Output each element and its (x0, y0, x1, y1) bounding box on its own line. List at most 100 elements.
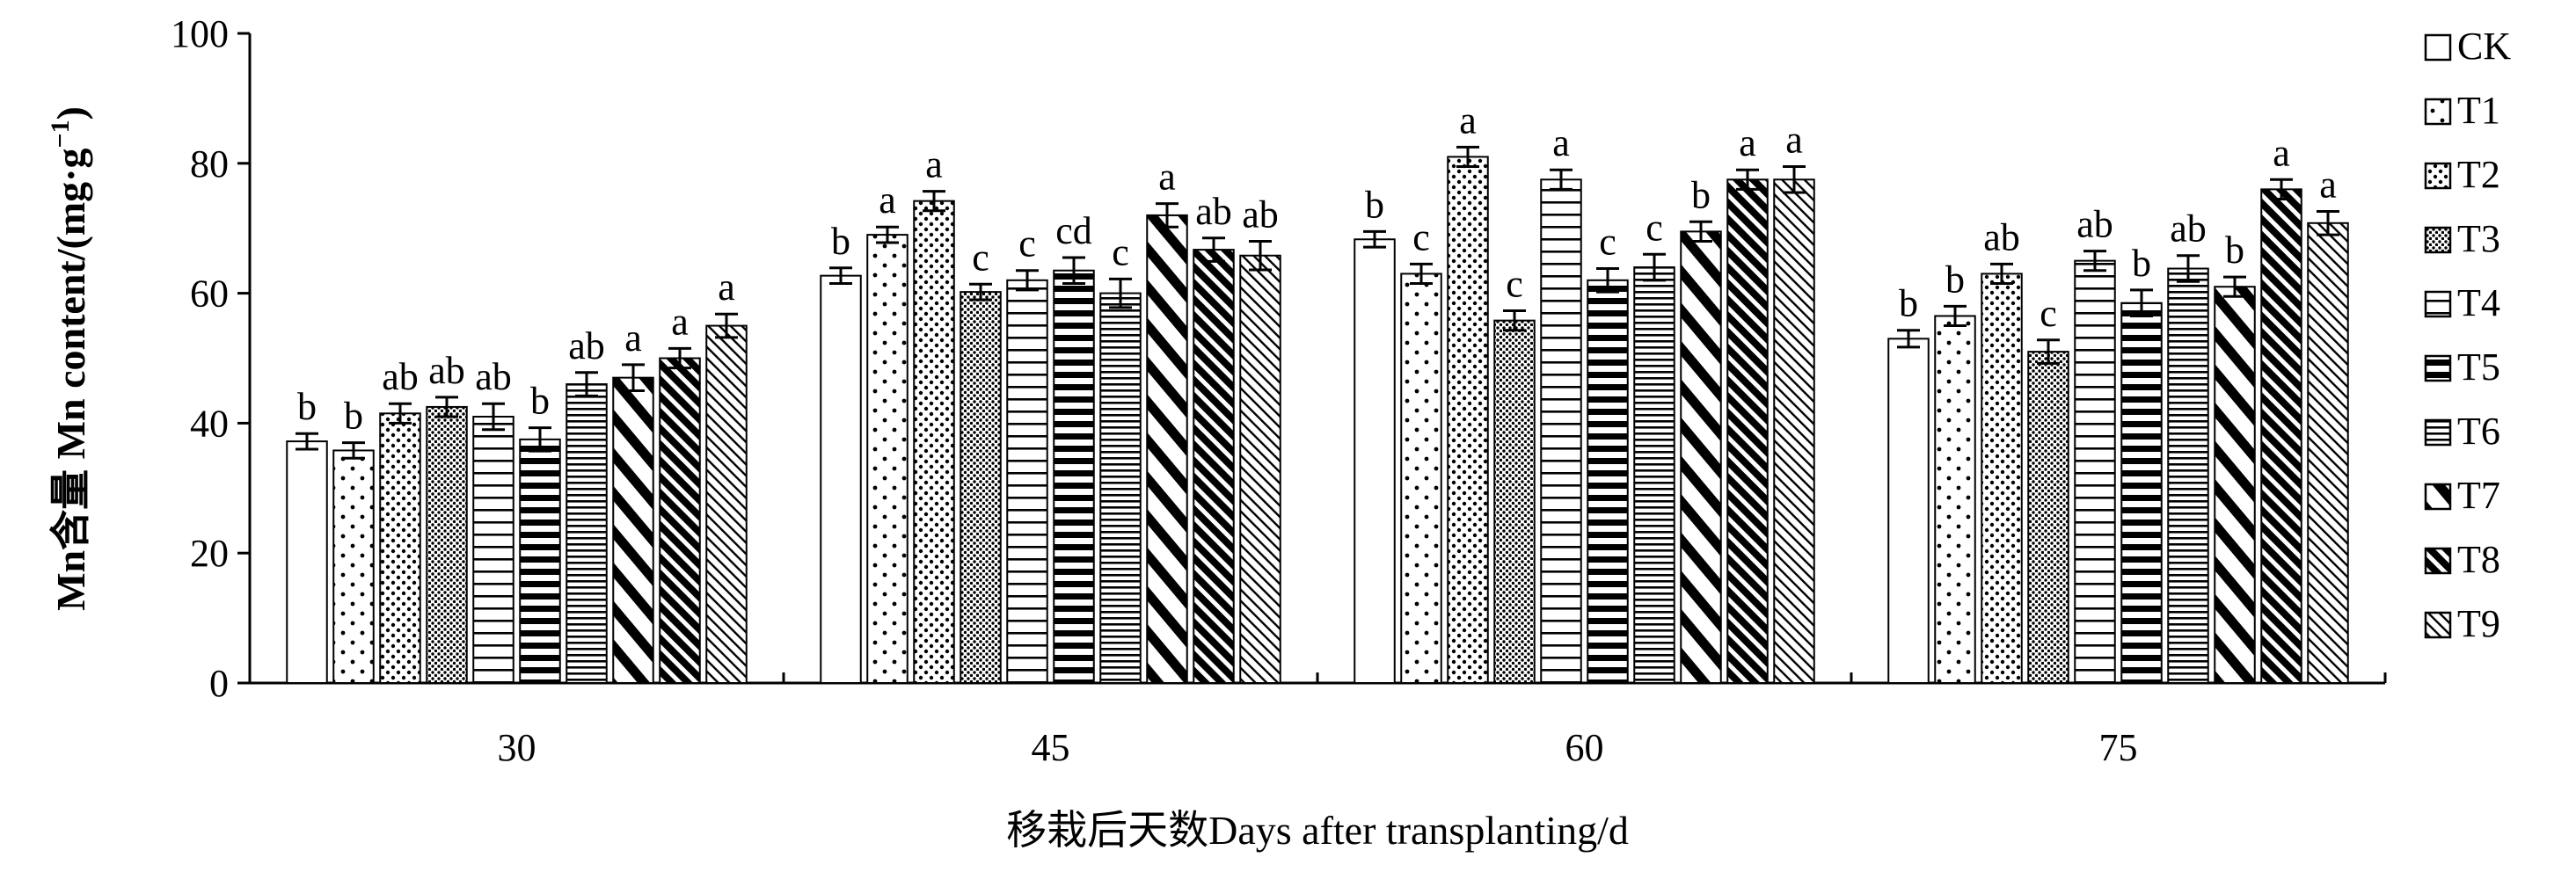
legend-swatch (2424, 547, 2452, 575)
bar (1773, 178, 1815, 684)
y-axis-label-suffix: ) (48, 106, 93, 120)
significance-label: c (972, 236, 989, 279)
legend-label: T1 (2457, 89, 2500, 132)
y-tick-label: 20 (190, 532, 229, 575)
bar (1633, 266, 1675, 684)
y-axis-label: Mn含量 Mn content/(mg·g−1) (46, 106, 93, 611)
y-tick-label: 40 (190, 402, 229, 445)
bar (1099, 292, 1142, 684)
significance-label: a (1739, 121, 1756, 164)
bar (913, 200, 955, 685)
bar (866, 234, 909, 684)
significance-label: c (1412, 215, 1430, 258)
bar (1239, 254, 1281, 684)
bar (2120, 302, 2163, 684)
bar (1354, 238, 1396, 684)
legend-swatch (2424, 98, 2452, 126)
bar (1981, 272, 2023, 684)
x-tick-label: 60 (1565, 726, 1604, 769)
bar (1053, 269, 1095, 684)
legend-label: T4 (2457, 281, 2500, 324)
legend-label: T5 (2457, 345, 2500, 389)
legend-label: T9 (2457, 602, 2500, 645)
bar (1400, 272, 1442, 684)
bar (1680, 230, 1722, 684)
bar (1726, 178, 1769, 684)
y-axis-label-exponent: −1 (46, 120, 75, 148)
significance-label: b (1365, 183, 1384, 226)
bar (2214, 286, 2256, 684)
x-tick-label: 45 (1032, 726, 1070, 769)
significance-label: b (344, 395, 363, 438)
bar (286, 440, 328, 684)
legend-swatch (2424, 483, 2452, 511)
significance-label: a (2319, 163, 2337, 206)
bar (2260, 188, 2302, 685)
y-tick-label: 0 (209, 662, 229, 705)
significance-label: a (624, 316, 642, 360)
significance-label: b (1899, 282, 1918, 325)
y-tick-label: 60 (190, 272, 229, 316)
significance-label: b (2225, 229, 2244, 272)
bar (659, 357, 701, 684)
legend-swatch (2424, 162, 2452, 190)
bar (1006, 279, 1048, 684)
significance-label: cd (1055, 209, 1092, 252)
legend-label: T3 (2457, 217, 2500, 260)
significance-label: a (925, 143, 943, 186)
legend-swatch (2424, 418, 2452, 447)
legend-swatch (2424, 290, 2452, 318)
bar (1934, 315, 1976, 684)
significance-label: a (1552, 121, 1570, 164)
legend-label: T2 (2457, 153, 2500, 196)
significance-label: b (831, 220, 850, 263)
bar (1887, 338, 1930, 684)
bar (612, 376, 654, 684)
significance-label: ab (428, 349, 465, 392)
y-tick-label: 80 (190, 142, 229, 185)
legend-label: T7 (2457, 474, 2500, 517)
bar (1540, 178, 1582, 684)
significance-label: ab (382, 355, 419, 398)
significance-label: a (671, 300, 689, 343)
bar (379, 412, 421, 684)
x-tick-label: 30 (498, 726, 536, 769)
significance-label: c (1112, 230, 1129, 273)
bar (332, 449, 375, 684)
significance-label: ab (2076, 203, 2113, 246)
bar (960, 291, 1002, 684)
significance-label: b (1691, 173, 1711, 216)
significance-label: a (1785, 118, 1803, 161)
y-tick-label: 100 (171, 12, 229, 55)
bar (472, 416, 514, 684)
significance-label: ab (1242, 193, 1279, 236)
significance-label: a (1158, 156, 1176, 199)
bar (2074, 259, 2116, 684)
legend-label: T8 (2457, 538, 2500, 581)
significance-label: ab (568, 324, 605, 367)
significance-label: c (1018, 222, 1036, 265)
bar (1447, 156, 1489, 685)
significance-label: a (2273, 131, 2290, 174)
y-axis-label-main: Mn含量 Mn content/(mg·g (48, 149, 93, 611)
legend-swatch (2424, 33, 2452, 62)
significance-label: a (1459, 98, 1477, 142)
significance-label: ab (475, 355, 512, 398)
bar (1146, 214, 1188, 685)
y-ticks-group: 0 20 40 60 80 100 (171, 12, 250, 705)
significance-label: ab (1983, 215, 2020, 258)
significance-label: b (1945, 258, 1965, 301)
legend-label: T6 (2457, 410, 2500, 453)
significance-label: b (530, 380, 550, 423)
significance-label: c (1599, 221, 1616, 264)
legend-swatch (2424, 226, 2452, 254)
legend-label: CK (2457, 25, 2511, 68)
legend-swatch (2424, 611, 2452, 639)
significance-label: c (2040, 292, 2057, 335)
bar (1493, 319, 1536, 684)
x-axis-label: 移栽后天数Days after transplanting/d (1006, 808, 1629, 853)
significance-label: c (1506, 263, 1523, 306)
significance-label: b (2132, 242, 2151, 285)
